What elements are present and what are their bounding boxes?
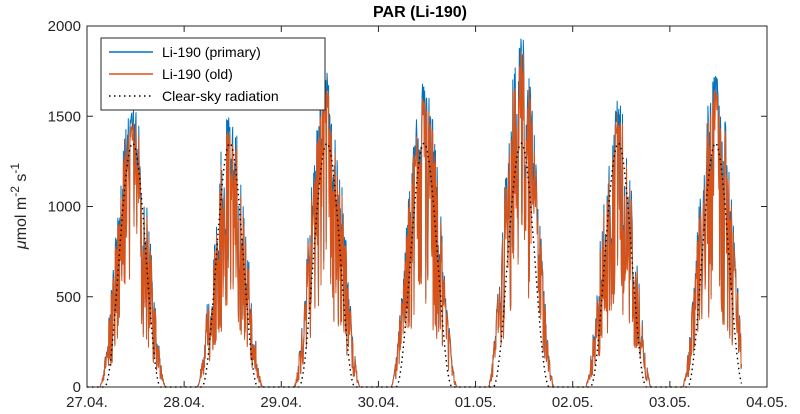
chart-title: PAR (Li-190)	[373, 4, 467, 21]
y-axis-label-exp1: -2	[8, 186, 22, 197]
x-tick-label: 30.04.	[358, 394, 400, 411]
y-axis-label-main: mol m	[13, 197, 30, 241]
y-axis-label: μmol m-2 s-1	[8, 163, 30, 250]
legend-label-primary: Li-190 (primary)	[162, 44, 261, 60]
axes-layer: 0 500 1000 1500 2000 27.04. 28.04. 29.04. 30.04.…	[48, 18, 788, 411]
y-axis-label-exp2: -1	[8, 163, 22, 174]
x-tick-label: 02.05.	[552, 394, 594, 411]
y-tick-label: 500	[56, 289, 81, 306]
y-tick-label: 1500	[48, 108, 81, 125]
legend-label-clearsky: Clear-sky radiation	[162, 88, 279, 104]
x-tick-label: 28.04.	[163, 394, 205, 411]
x-tick-label: 27.04.	[66, 394, 108, 411]
y-axis-label-s: s	[13, 174, 30, 186]
y-axis-label-mu: μ	[13, 240, 30, 250]
y-tick-label: 0	[73, 379, 81, 396]
y-tick-label: 1000	[48, 199, 81, 216]
legend-label-old: Li-190 (old)	[162, 66, 233, 82]
y-tick-label: 2000	[48, 18, 81, 35]
svg-text:μmol m-2 s-1: μmol m-2 s-1	[8, 163, 30, 250]
x-tick-label: 03.05.	[649, 394, 691, 411]
x-tick-label: 04.05.	[746, 394, 788, 411]
legend: Li-190 (primary) Li-190 (old) Clear-sky …	[100, 37, 326, 111]
x-tick-label: 29.04.	[260, 394, 302, 411]
x-tick-label: 01.05.	[455, 394, 497, 411]
